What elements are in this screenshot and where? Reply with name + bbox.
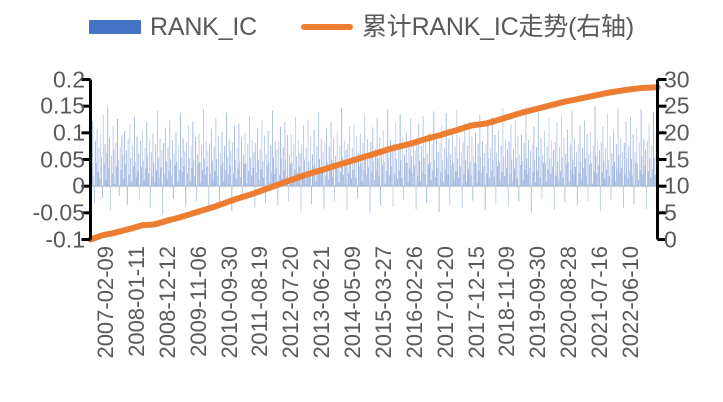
x-tick-label: 2012-07-20 — [278, 246, 304, 359]
right-tick-label: 10 — [664, 172, 690, 199]
legend-label-cumulative: 累计RANK_IC走势(右轴) — [361, 13, 634, 41]
x-tick-label: 2011-08-19 — [247, 246, 273, 357]
x-tick-label: 2013-06-21 — [309, 246, 335, 359]
left-axis-labels: 0.2 0.15 0.1 0.05 0 -0.05 -0.1 — [0, 0, 85, 402]
x-tick-label: 2018-11-09 — [494, 246, 520, 357]
right-axis-labels: 30 25 20 15 10 5 0 — [664, 0, 722, 402]
left-tick-label: -0.05 — [32, 199, 85, 226]
right-tick-label: 5 — [664, 199, 677, 226]
right-tick-label: 0 — [664, 226, 677, 252]
right-tick-label: 30 — [664, 66, 690, 92]
right-tick-label: 15 — [664, 146, 690, 172]
x-tick-label: 2014-05-09 — [340, 246, 366, 359]
x-tick-label: 2008-12-12 — [154, 246, 180, 359]
line-swatch-icon — [300, 24, 353, 30]
left-tick-label: 0.15 — [40, 92, 85, 119]
left-tick-label: 0.1 — [53, 119, 85, 146]
x-tick-label: 2017-01-20 — [432, 246, 458, 359]
x-tick-label: 2009-11-06 — [185, 246, 211, 357]
chart-legend: RANK_IC 累计RANK_IC走势(右轴) — [0, 6, 723, 48]
left-tick-label: 0 — [72, 172, 85, 199]
x-tick-label: 2017-12-15 — [463, 246, 489, 359]
left-tick-label: -0.1 — [45, 226, 85, 252]
x-tick-label: 2020-08-28 — [556, 246, 582, 359]
left-tick-label: 0.2 — [53, 66, 85, 92]
bar-swatch-icon — [89, 20, 141, 34]
x-tick-label: 2015-03-27 — [370, 246, 396, 359]
cumulative-line — [87, 84, 661, 243]
x-tick-label: 2022-06-10 — [618, 246, 643, 359]
legend-label-rank-ic: RANK_IC — [150, 13, 257, 41]
right-tick-label: 25 — [664, 92, 690, 119]
bar-series — [90, 106, 658, 214]
x-tick-label: 2019-09-30 — [525, 246, 551, 359]
x-tick-label: 2010-09-30 — [216, 246, 242, 359]
legend-entry-cumulative[interactable]: 累计RANK_IC走势(右轴) — [300, 13, 634, 41]
right-tick-label: 20 — [664, 119, 690, 146]
x-tick-label: 2008-01-11 — [123, 246, 149, 357]
x-tick-label: 2016-02-26 — [401, 246, 427, 359]
x-tick-label: 2007-02-09 — [93, 246, 118, 359]
x-tick-label: 2021-07-16 — [587, 246, 613, 359]
legend-entry-rank-ic[interactable]: RANK_IC — [89, 13, 257, 41]
left-tick-label: 0.05 — [40, 146, 85, 172]
